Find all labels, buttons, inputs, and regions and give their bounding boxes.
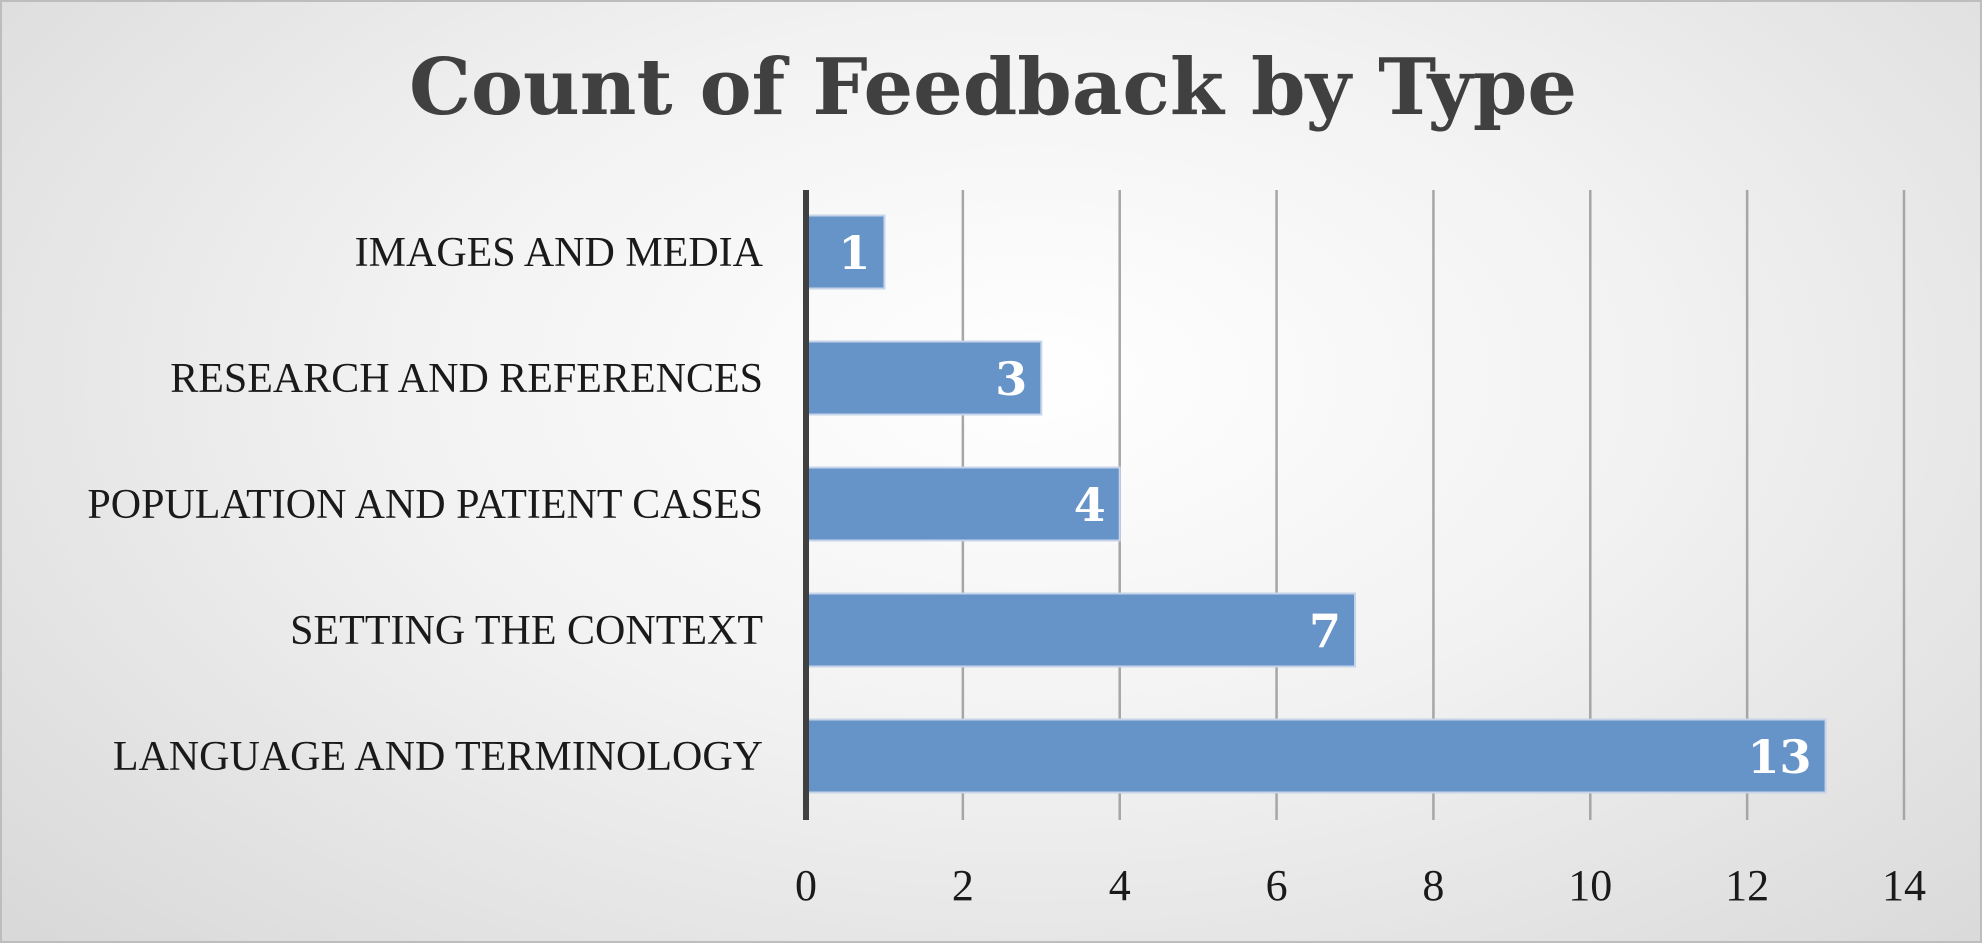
category-label-4: SETTING THE CONTEXT: [290, 608, 763, 654]
x-tick-label-10: 10: [1568, 861, 1612, 910]
category-label-2: RESEARCH AND REFERENCES: [170, 356, 763, 402]
x-tick-label-6: 6: [1266, 861, 1288, 910]
x-tick-label-0: 0: [795, 861, 817, 910]
data-label-2: 3: [995, 352, 1027, 406]
data-label-1: 1: [838, 226, 870, 280]
bar-4: [805, 592, 1356, 668]
bar-2: [805, 340, 1043, 416]
x-tick-label-4: 4: [1109, 861, 1131, 910]
x-tick-label-8: 8: [1422, 861, 1444, 910]
x-tick-label-12: 12: [1725, 861, 1769, 910]
category-label-5: LANGUAGE AND TERMINOLOGY: [113, 734, 763, 780]
bar-5: [805, 718, 1827, 794]
x-tick-label-2: 2: [952, 861, 974, 910]
bar-3: [805, 466, 1121, 542]
gridlines: [961, 190, 1906, 820]
chart-title: Count of Feedback by Type: [409, 42, 1577, 133]
bars: [805, 214, 1827, 794]
data-label-3: 4: [1074, 478, 1106, 532]
data-label-5: 13: [1748, 730, 1812, 784]
labels: 0 2 4 6 8 10 12 14 1 IMAGES AND MEDIA 3 RESEARCH AN…: [87, 226, 1926, 910]
x-tick-label-14: 14: [1882, 861, 1926, 910]
category-label-3: POPULATION AND PATIENT CASES: [87, 482, 763, 528]
data-label-4: 7: [1309, 604, 1341, 658]
category-label-1: IMAGES AND MEDIA: [355, 230, 764, 276]
